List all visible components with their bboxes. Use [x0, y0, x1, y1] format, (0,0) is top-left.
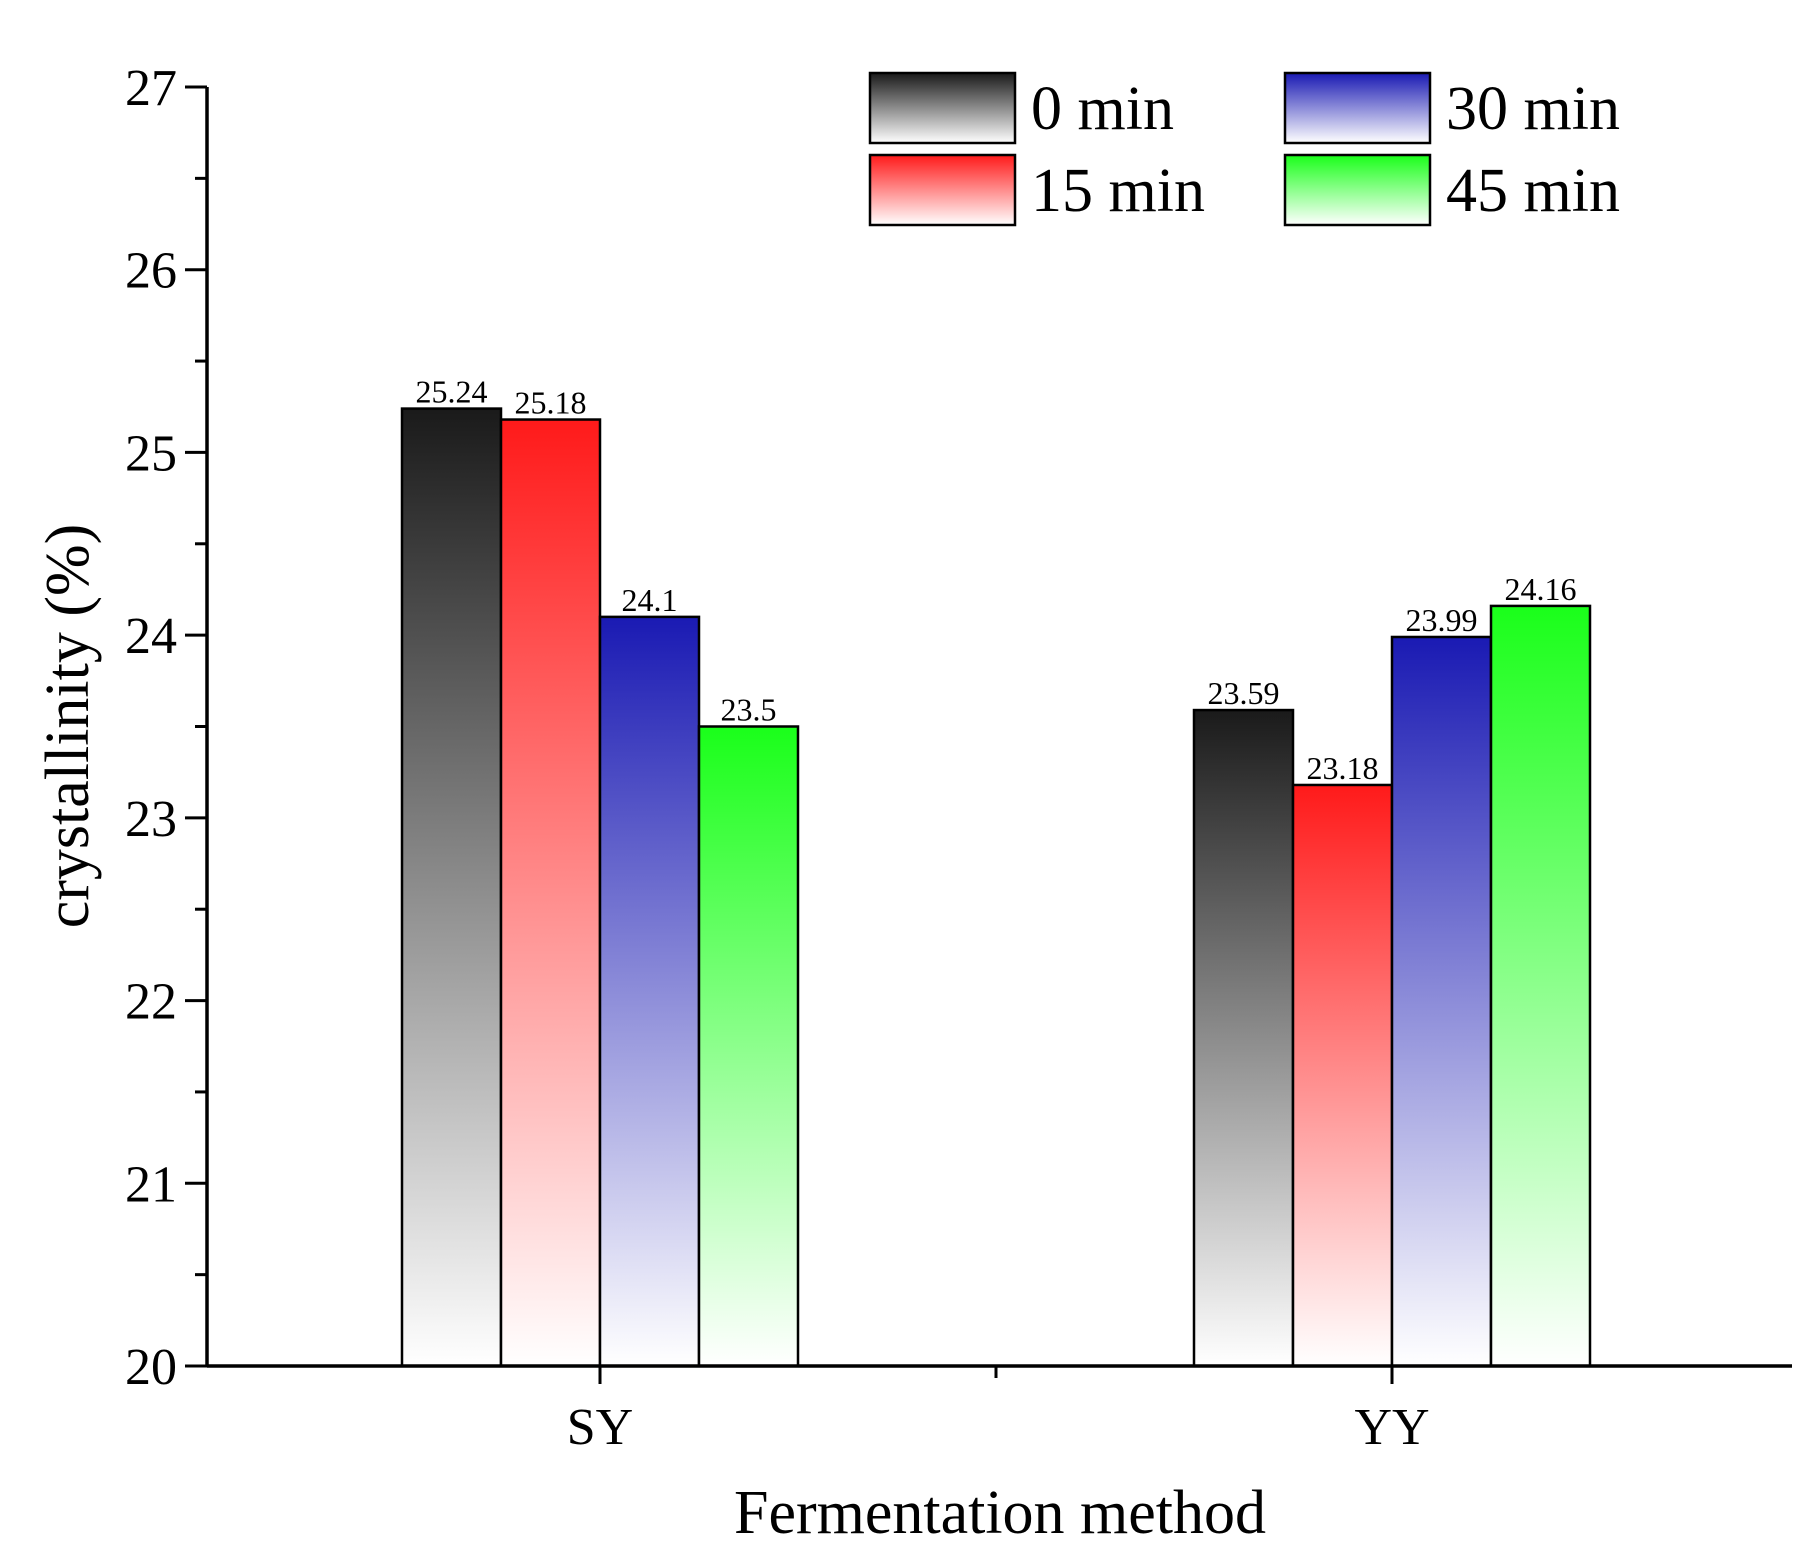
y-tick-label: 27 [125, 60, 177, 117]
bar-sy-45-min [697, 725, 800, 1368]
y-axis-title: crystallinity (%) [34, 524, 102, 929]
x-tick-label-sy: SY [567, 1399, 633, 1456]
data-label-sy-15-min: 25.18 [515, 385, 587, 421]
x-axis-title: Fermentation method [734, 1479, 1266, 1547]
bar-yy-45-min [1489, 604, 1592, 1368]
y-ticks: 20 21 22 23 24 25 26 27 [125, 60, 207, 1396]
data-label-yy-30-min: 23.99 [1406, 602, 1478, 638]
y-tick-label: 22 [125, 974, 177, 1031]
legend-swatch-15-min [868, 153, 1017, 227]
data-label-yy-15-min: 23.18 [1307, 750, 1379, 786]
legend-label-0-min: 0 min [1031, 75, 1174, 143]
legend-swatch-45-min [1283, 153, 1432, 227]
legend-swatch-0-min [868, 71, 1017, 145]
bar-yy-0-min [1192, 708, 1295, 1368]
legend-swatch-30-min [1283, 71, 1432, 145]
x-tick-label-yy: YY [1354, 1399, 1429, 1456]
y-tick-label: 21 [125, 1156, 177, 1213]
y-tick-label: 23 [125, 791, 177, 848]
y-tick-label: 20 [125, 1339, 177, 1396]
data-label-sy-0-min: 25.24 [416, 374, 488, 410]
bar-yy-15-min [1291, 783, 1394, 1368]
legend-label-30-min: 30 min [1446, 75, 1620, 143]
legend-label-45-min: 45 min [1446, 157, 1620, 225]
bar-yy-30-min [1390, 635, 1493, 1368]
y-tick-label: 25 [125, 425, 177, 482]
y-tick-label: 26 [125, 243, 177, 300]
data-label-sy-45-min: 23.5 [721, 692, 777, 728]
bars [400, 407, 1592, 1368]
data-labels: 25.24 25.18 24.1 23.5 23.59 23.18 23.99 24.16 [416, 374, 1577, 786]
legend: 0 min 15 min 30 min 45 min [868, 71, 1620, 227]
legend-label-15-min: 15 min [1031, 157, 1205, 225]
bar-sy-0-min [400, 407, 503, 1368]
x-ticks: SY YY [567, 1366, 1430, 1456]
data-label-sy-30-min: 24.1 [622, 582, 678, 618]
bar-sy-15-min [499, 418, 602, 1368]
data-label-yy-45-min: 24.16 [1505, 571, 1577, 607]
bar-sy-30-min [598, 615, 701, 1368]
y-tick-label: 24 [125, 608, 177, 665]
data-label-yy-0-min: 23.59 [1208, 675, 1280, 711]
